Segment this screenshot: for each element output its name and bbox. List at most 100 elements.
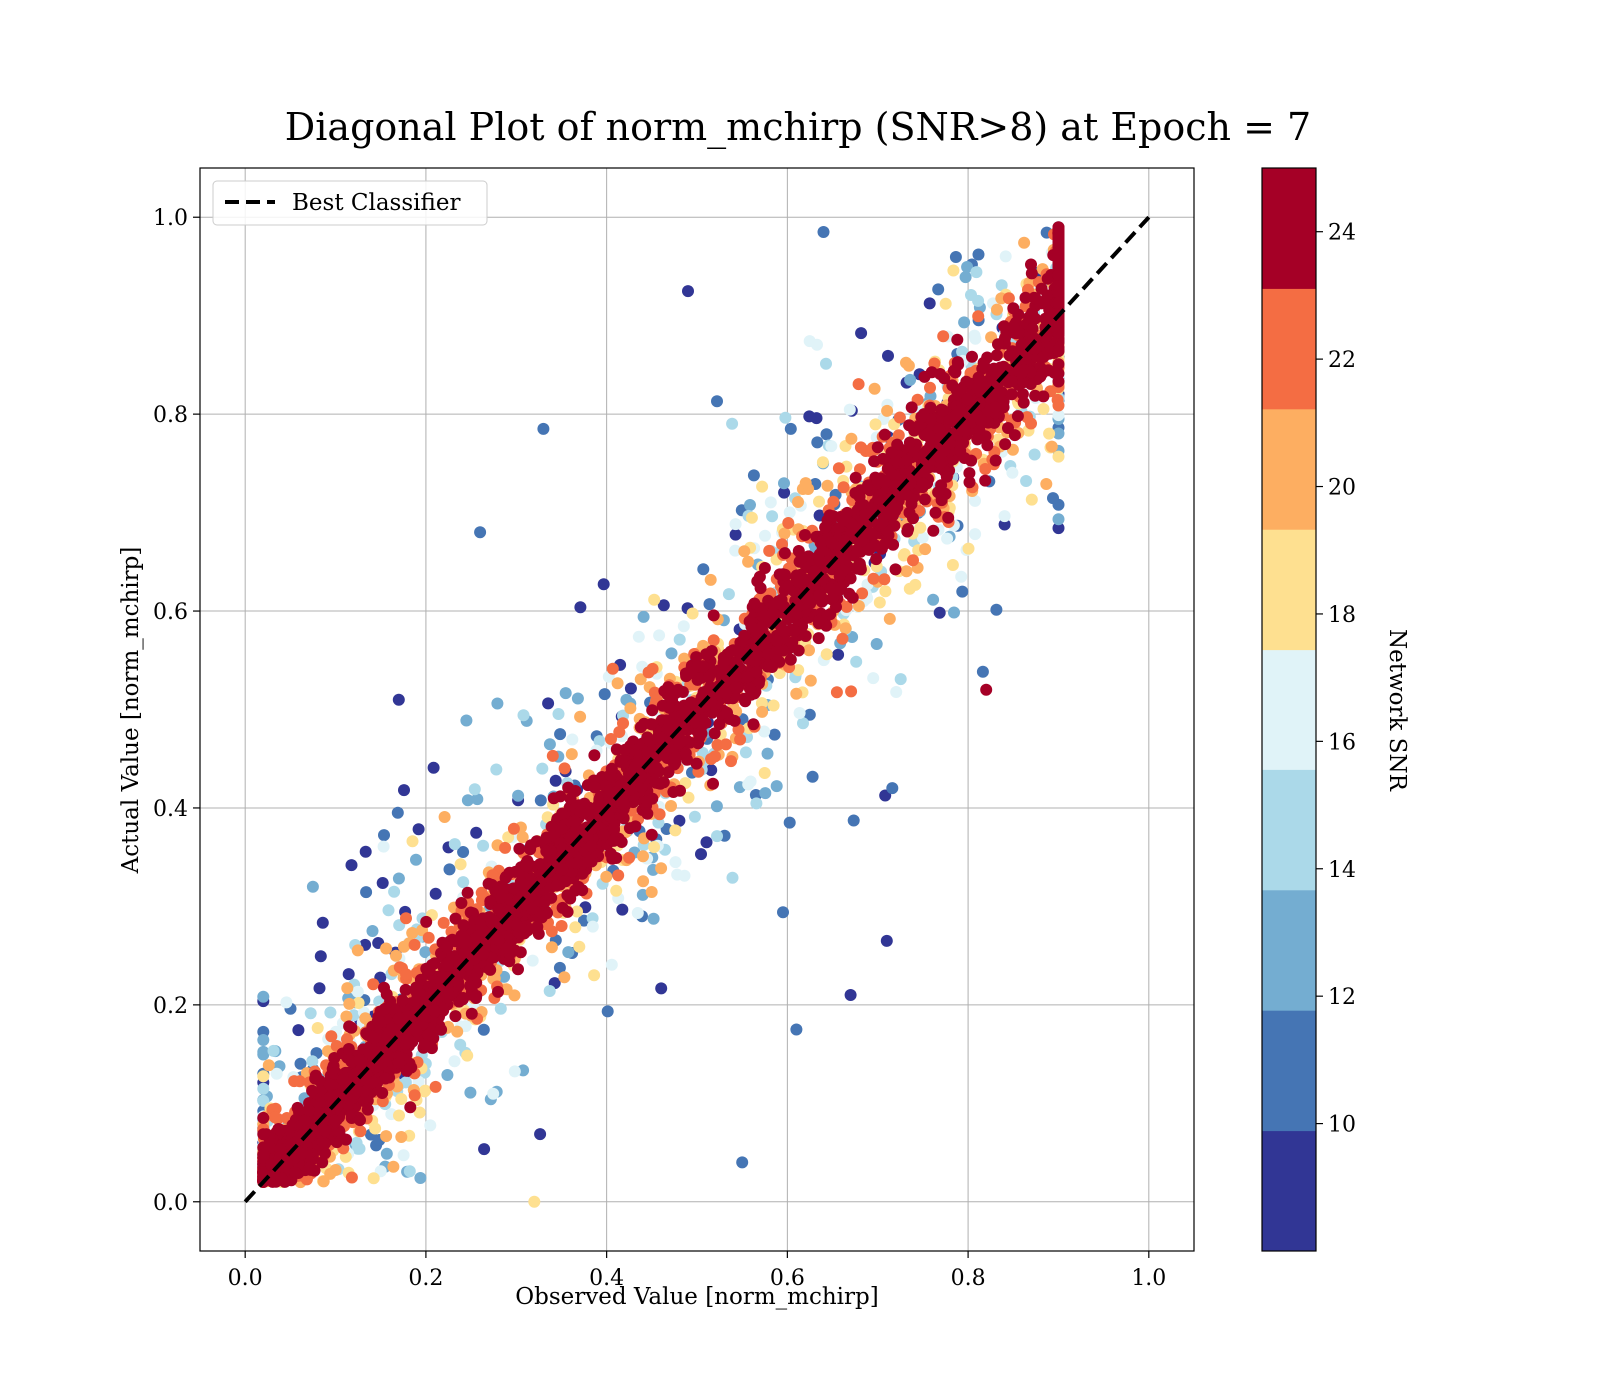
scatter-point xyxy=(637,850,649,863)
scatter-point xyxy=(623,851,636,864)
scatter-point xyxy=(350,1136,363,1149)
scatter-point xyxy=(508,1065,521,1078)
scatter-point xyxy=(610,884,623,897)
scatter-point xyxy=(324,1006,337,1019)
scatter-point xyxy=(345,1021,358,1034)
scatter-point xyxy=(437,916,450,929)
scatter-point xyxy=(536,762,549,775)
scatter-point xyxy=(778,477,790,490)
scatter-point xyxy=(342,1043,355,1055)
scatter-point xyxy=(289,1166,302,1179)
scatter-point xyxy=(969,332,982,345)
scatter-point xyxy=(642,666,655,679)
scatter-point xyxy=(870,553,883,566)
scatter-point xyxy=(700,836,713,849)
scatter-point xyxy=(927,593,940,606)
scatter-point xyxy=(790,1023,803,1036)
scatter-point xyxy=(656,776,669,789)
scatter-point xyxy=(924,381,936,394)
scatter-point xyxy=(1020,475,1033,487)
scatter-point xyxy=(743,682,756,695)
scatter-point xyxy=(438,811,451,823)
scatter-point xyxy=(457,876,470,889)
scatter-point xyxy=(341,982,354,995)
scatter-point xyxy=(257,1048,270,1061)
scatter-point xyxy=(873,596,886,609)
scatter-point xyxy=(571,905,583,918)
scatter-point xyxy=(665,800,677,812)
scatter-point xyxy=(449,1010,462,1023)
scatter-point xyxy=(980,683,993,696)
scatter-point xyxy=(808,565,821,578)
scatter-point xyxy=(475,886,488,899)
scatter-point xyxy=(941,532,954,545)
scatter-point xyxy=(669,752,682,764)
scatter-point xyxy=(605,958,618,971)
scatter-point xyxy=(898,548,911,561)
scatter-point xyxy=(972,248,985,261)
scatter-point xyxy=(257,1148,270,1161)
scatter-point xyxy=(991,303,1003,316)
scatter-point xyxy=(530,835,543,848)
scatter-point xyxy=(605,733,617,745)
scatter-point xyxy=(512,963,524,976)
scatter-point xyxy=(958,316,971,329)
scatter-point xyxy=(477,839,490,852)
plot-area xyxy=(199,167,1195,1252)
scatter-point xyxy=(454,858,467,871)
scatter-point xyxy=(619,743,632,756)
scatter-point xyxy=(793,707,806,719)
scatter-point xyxy=(717,656,730,669)
scatter-point xyxy=(1025,267,1038,280)
scatter-point xyxy=(933,606,946,619)
scatter-point xyxy=(316,1135,329,1148)
scatter-point xyxy=(695,848,707,861)
scatter-point xyxy=(624,702,637,715)
scatter-point xyxy=(777,906,789,919)
scatter-point xyxy=(569,921,582,934)
scatter-point xyxy=(849,471,862,484)
scatter-point xyxy=(566,733,579,746)
scatter-point xyxy=(257,1111,270,1124)
scatter-point xyxy=(673,814,686,827)
scatter-point xyxy=(881,404,894,417)
scatter-point xyxy=(513,842,526,855)
scatter-point xyxy=(729,681,742,694)
scatter-point xyxy=(662,681,675,694)
scatter-point xyxy=(559,687,572,700)
scatter-point xyxy=(555,920,568,932)
scatter-point xyxy=(448,838,461,851)
scatter-point xyxy=(905,401,918,414)
scatter-point xyxy=(932,283,945,296)
scatter-point xyxy=(948,606,960,619)
scatter-point xyxy=(470,989,483,1002)
scatter-point xyxy=(878,573,891,586)
scatter-point xyxy=(390,949,402,962)
scatter-point xyxy=(744,775,757,788)
scatter-point xyxy=(870,638,883,650)
scatter-point xyxy=(637,610,650,623)
scatter-point xyxy=(813,614,825,627)
scatter-point xyxy=(832,462,845,475)
scatter-point xyxy=(970,266,983,279)
scatter-point xyxy=(376,1087,389,1099)
scatter-point xyxy=(459,1020,472,1033)
scatter-point xyxy=(885,468,898,481)
scatter-point xyxy=(391,806,404,819)
scatter-point xyxy=(520,860,533,873)
scatter-point xyxy=(1034,370,1047,383)
scatter-point xyxy=(368,1032,381,1045)
scatter-point xyxy=(885,446,898,459)
scatter-point xyxy=(655,982,668,995)
scatter-point xyxy=(965,289,977,301)
scatter-point xyxy=(387,1160,400,1173)
scatter-point xyxy=(924,413,937,426)
scatter-point xyxy=(561,889,574,902)
scatter-point xyxy=(534,1128,547,1141)
scatter-point xyxy=(955,570,968,583)
scatter-point xyxy=(257,1082,270,1095)
scatter-point xyxy=(705,764,718,777)
scatter-point xyxy=(879,585,892,598)
scatter-point xyxy=(915,410,928,423)
scatter-point xyxy=(764,496,777,509)
